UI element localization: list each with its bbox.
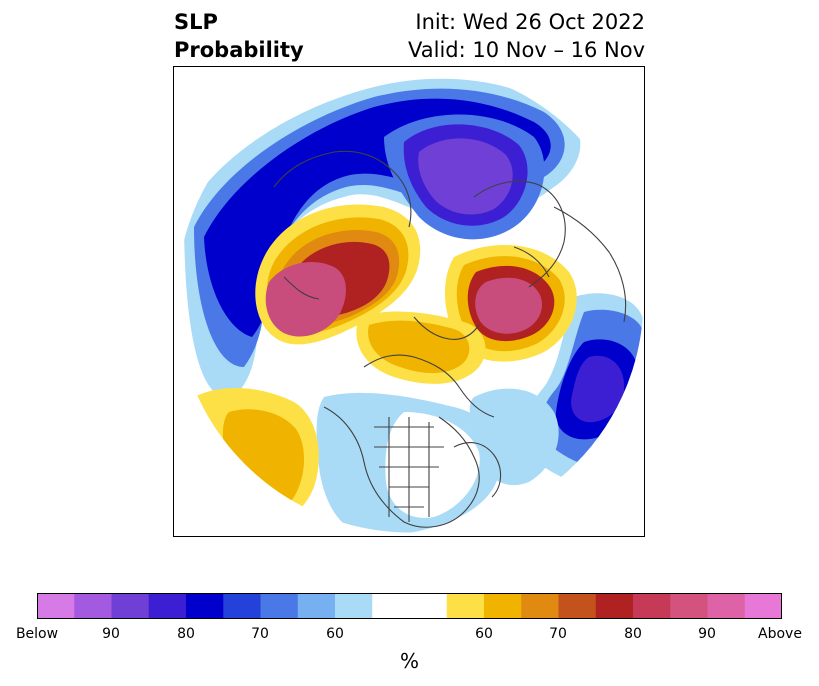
- colorbar-cell: [372, 593, 411, 619]
- colorbar-cell: [37, 593, 75, 619]
- slp-probability-map: [175, 67, 644, 534]
- tick-label-above-60: 60: [475, 626, 493, 642]
- colorbar-cell: [558, 593, 597, 619]
- land-outlines: [273, 150, 627, 528]
- colorbar-cell: [521, 593, 560, 619]
- colorbar-cell: [148, 593, 187, 619]
- map-title: SLP Probability: [174, 8, 304, 64]
- colorbar-cell: [409, 593, 448, 619]
- tick-label-below-70: 70: [251, 626, 269, 642]
- colorbar-cell: [633, 593, 671, 619]
- colorbar-cell: [223, 593, 262, 619]
- colorbar-unit-label: %: [399, 649, 419, 673]
- colorbar-cell: [670, 593, 709, 619]
- colorbar-cell: [484, 593, 522, 619]
- colorbar-cell: [707, 593, 746, 619]
- map-panel[interactable]: [173, 66, 645, 537]
- map-dates: Init: Wed 26 Oct 2022 Valid: 10 Nov – 16…: [408, 8, 645, 64]
- tick-label-above-80: 80: [624, 626, 642, 642]
- tick-label-below-90: 90: [102, 626, 120, 642]
- tick-label-below: Below: [15, 626, 59, 642]
- colorbar-cell: [297, 593, 336, 619]
- tick-label-above-70: 70: [549, 626, 567, 642]
- colorbar-cell: [446, 593, 485, 619]
- colorbar-tick-labels: Below 90 80 70 60 60 70 80 90 Above: [0, 626, 819, 646]
- valid-range: Valid: 10 Nov – 16 Nov: [408, 38, 645, 62]
- tick-label-below-80: 80: [177, 626, 195, 642]
- colorbar-cell: [111, 593, 150, 619]
- above-anomaly-region: [191, 204, 577, 528]
- tick-label-below-60: 60: [326, 626, 344, 642]
- init-date: Init: Wed 26 Oct 2022: [415, 10, 645, 34]
- colorbar-cell: [186, 593, 224, 619]
- colorbar-cell: [744, 593, 782, 619]
- tick-label-above: Above: [758, 626, 802, 642]
- tick-label-above-90: 90: [698, 626, 716, 642]
- title-metric: Probability: [174, 38, 304, 62]
- colorbar: [37, 593, 782, 619]
- colorbar-cell: [260, 593, 299, 619]
- colorbar-cell: [335, 593, 373, 619]
- colorbar-cell: [74, 593, 113, 619]
- title-variable: SLP: [174, 10, 218, 34]
- colorbar-cell: [595, 593, 634, 619]
